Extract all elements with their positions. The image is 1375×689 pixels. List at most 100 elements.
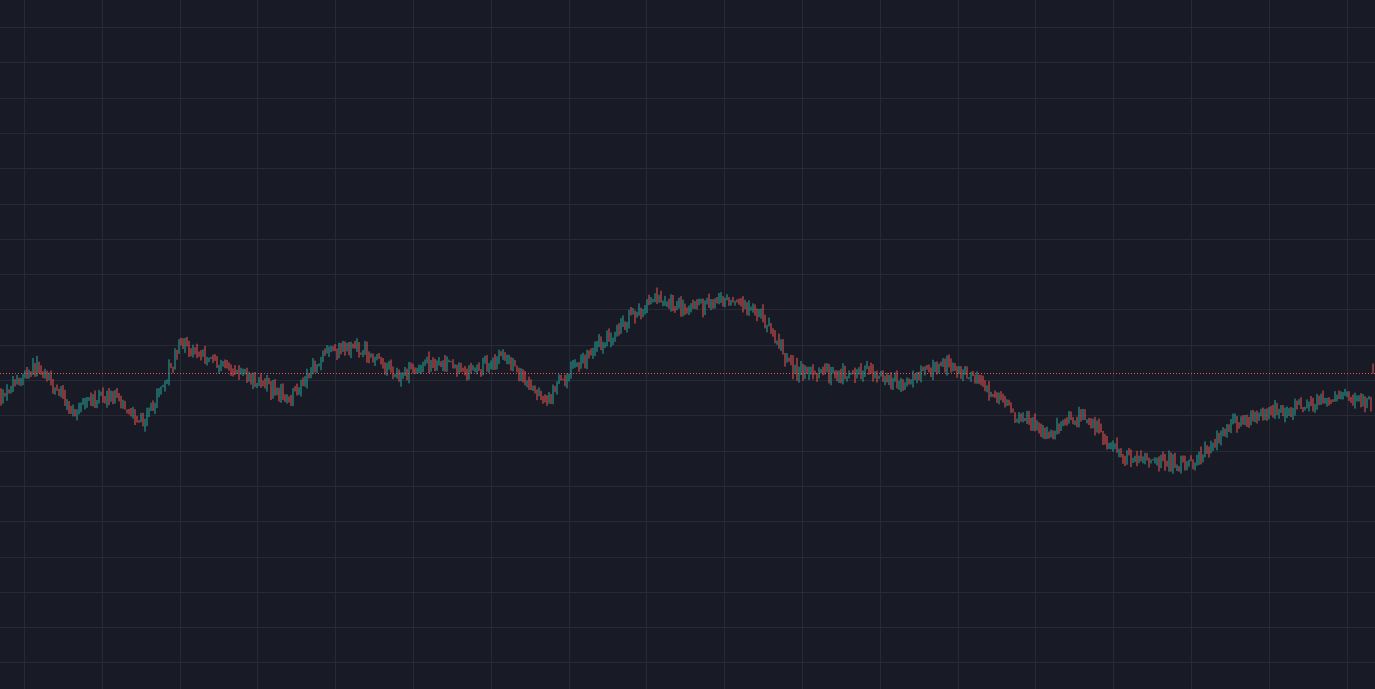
candle — [326, 345, 328, 354]
candle — [186, 336, 188, 347]
candle-body — [76, 411, 78, 415]
candle-body — [256, 384, 258, 388]
candle-body — [866, 366, 868, 368]
candle-body — [484, 361, 486, 363]
candle — [548, 392, 550, 404]
candle — [1044, 427, 1046, 440]
candle — [64, 389, 66, 406]
candle-body — [846, 378, 848, 380]
candle-body — [336, 349, 338, 355]
candle — [54, 387, 56, 395]
candle-body — [888, 377, 890, 382]
candle — [1242, 415, 1244, 425]
candle-body — [332, 347, 334, 349]
candle — [900, 377, 902, 393]
candle-body — [544, 400, 546, 402]
candle — [924, 366, 926, 376]
candle — [816, 373, 818, 382]
candle — [256, 382, 258, 389]
candle — [1100, 423, 1102, 433]
candle — [704, 300, 706, 316]
candle-body — [1098, 422, 1100, 429]
candle — [1338, 390, 1340, 400]
candle — [804, 365, 806, 379]
candle-body — [234, 370, 236, 374]
candle — [744, 299, 746, 310]
candle-body — [356, 343, 358, 349]
candle-body — [44, 374, 46, 377]
candle-body — [884, 375, 886, 380]
candle-body — [918, 373, 920, 377]
candle — [964, 365, 966, 375]
candle-body — [812, 368, 814, 375]
candle — [1190, 455, 1192, 462]
candle-body — [1164, 455, 1166, 466]
candle-body — [434, 363, 436, 366]
candle-body — [312, 363, 314, 371]
candle-body — [152, 404, 154, 411]
candle — [52, 379, 54, 394]
candle — [426, 356, 428, 364]
candle-body — [1338, 395, 1340, 397]
candle — [498, 349, 500, 365]
candle-body — [1334, 396, 1336, 401]
candle — [482, 357, 484, 376]
candle — [1226, 423, 1228, 438]
candle-body — [700, 301, 702, 303]
candle — [1170, 452, 1172, 472]
candle — [1244, 415, 1246, 426]
candle — [314, 360, 316, 373]
candle — [1008, 399, 1010, 406]
candle-body — [440, 362, 442, 365]
candle-body — [292, 389, 294, 403]
candle — [170, 363, 172, 369]
candle-body — [792, 358, 794, 374]
candle-body — [856, 371, 858, 377]
candle-body — [244, 370, 246, 372]
candle-body — [622, 320, 624, 323]
candle — [2, 389, 4, 404]
candle-body — [642, 312, 644, 314]
candle-body — [990, 394, 992, 397]
candle-body — [786, 358, 788, 360]
candle — [568, 373, 570, 382]
candle-body — [428, 357, 430, 368]
candle — [532, 385, 534, 391]
candle — [368, 351, 370, 364]
candle — [694, 301, 696, 309]
candle-body — [1142, 459, 1144, 461]
candle — [12, 375, 14, 392]
candle-body — [474, 368, 476, 370]
candle-body — [490, 364, 492, 367]
candle — [916, 371, 918, 384]
candle-body — [1320, 396, 1322, 405]
candle-body — [1356, 396, 1358, 399]
candle — [646, 299, 648, 314]
candle — [888, 374, 890, 386]
candle — [102, 387, 104, 403]
candle — [464, 366, 466, 376]
candle-body — [562, 379, 564, 381]
candle-body — [228, 363, 230, 367]
candle — [1234, 413, 1236, 424]
candle-body — [268, 379, 270, 384]
candle — [1126, 450, 1128, 465]
candle — [682, 299, 684, 317]
candle — [450, 361, 452, 363]
candle-body — [134, 413, 136, 420]
candle-body — [464, 370, 466, 372]
candle-body — [254, 374, 256, 387]
candle — [1218, 432, 1220, 444]
candle — [332, 346, 334, 352]
candle — [710, 299, 712, 311]
candle — [1038, 422, 1040, 434]
candle — [1132, 457, 1134, 463]
candle — [298, 387, 300, 395]
candle-body — [1298, 400, 1300, 405]
candle — [728, 297, 730, 306]
candle — [336, 348, 338, 361]
candle — [514, 360, 516, 367]
candle — [1094, 416, 1096, 436]
